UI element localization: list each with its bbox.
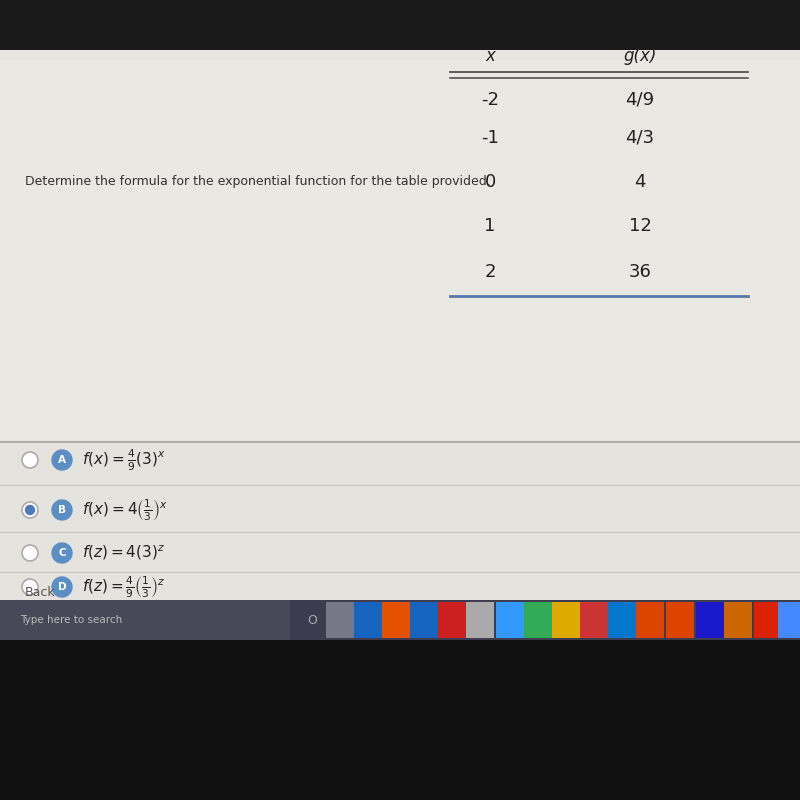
FancyBboxPatch shape (552, 602, 580, 638)
FancyBboxPatch shape (326, 602, 354, 638)
FancyBboxPatch shape (778, 602, 800, 638)
FancyBboxPatch shape (354, 602, 382, 638)
Text: Type here to search: Type here to search (20, 615, 122, 625)
Text: 4/3: 4/3 (626, 129, 654, 147)
Text: $f(x) = \frac{4}{9}(3)^x$: $f(x) = \frac{4}{9}(3)^x$ (82, 447, 166, 473)
FancyBboxPatch shape (382, 602, 410, 638)
Text: 4: 4 (634, 173, 646, 191)
Text: 0: 0 (484, 173, 496, 191)
FancyBboxPatch shape (496, 602, 524, 638)
FancyBboxPatch shape (696, 602, 724, 638)
Text: -1: -1 (481, 129, 499, 147)
FancyBboxPatch shape (608, 602, 636, 638)
FancyBboxPatch shape (0, 50, 800, 640)
Text: 2: 2 (484, 263, 496, 281)
Circle shape (52, 543, 72, 563)
Text: g(x): g(x) (623, 47, 657, 65)
FancyBboxPatch shape (410, 602, 438, 638)
Text: -2: -2 (481, 91, 499, 109)
Text: D: D (58, 582, 66, 592)
Text: $f(z) = 4(3)^z$: $f(z) = 4(3)^z$ (82, 544, 166, 562)
Text: $f(z) = \frac{4}{9}\left(\frac{1}{3}\right)^z$: $f(z) = \frac{4}{9}\left(\frac{1}{3}\rig… (82, 574, 165, 600)
FancyBboxPatch shape (754, 602, 782, 638)
Text: C: C (58, 548, 66, 558)
Text: 1: 1 (484, 217, 496, 235)
Circle shape (26, 506, 34, 514)
FancyBboxPatch shape (724, 602, 752, 638)
FancyBboxPatch shape (438, 602, 466, 638)
Text: A: A (58, 455, 66, 465)
Text: 12: 12 (629, 217, 651, 235)
Circle shape (52, 450, 72, 470)
Text: Determine the formula for the exponential function for the table provided.: Determine the formula for the exponentia… (25, 175, 490, 189)
Text: 36: 36 (629, 263, 651, 281)
Text: $f(x) = 4\left(\frac{1}{3}\right)^x$: $f(x) = 4\left(\frac{1}{3}\right)^x$ (82, 497, 167, 523)
Text: O: O (307, 614, 317, 626)
Circle shape (22, 502, 38, 518)
FancyBboxPatch shape (636, 602, 664, 638)
Text: Back: Back (25, 586, 56, 598)
FancyBboxPatch shape (0, 600, 290, 640)
Text: x: x (485, 47, 495, 65)
Text: B: B (58, 505, 66, 515)
Circle shape (22, 545, 38, 561)
FancyBboxPatch shape (0, 442, 800, 600)
FancyBboxPatch shape (466, 602, 494, 638)
FancyBboxPatch shape (0, 640, 800, 800)
FancyBboxPatch shape (666, 602, 694, 638)
Text: 4/9: 4/9 (626, 91, 654, 109)
Circle shape (52, 500, 72, 520)
Circle shape (22, 579, 38, 595)
FancyBboxPatch shape (0, 60, 800, 440)
FancyBboxPatch shape (524, 602, 552, 638)
Circle shape (52, 577, 72, 597)
FancyBboxPatch shape (0, 600, 800, 640)
FancyBboxPatch shape (580, 602, 608, 638)
Circle shape (22, 452, 38, 468)
